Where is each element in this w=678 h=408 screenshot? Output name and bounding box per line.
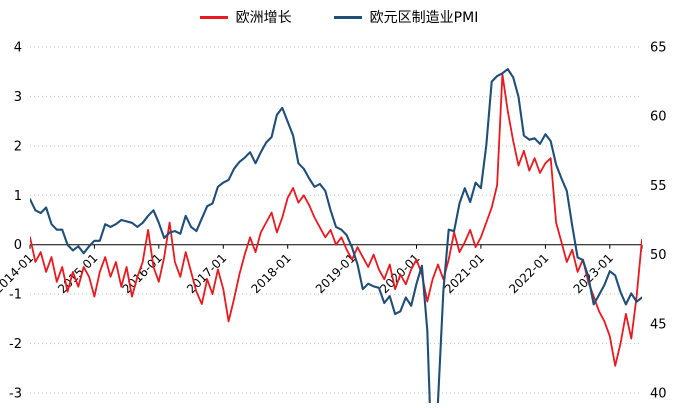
x-axis-tick-label: 2022-01 bbox=[506, 251, 551, 296]
right-axis-tick-label: 65 bbox=[650, 41, 667, 56]
series-line-eurozone-pmi bbox=[30, 68, 642, 403]
left-axis-tick-label: 3 bbox=[14, 90, 22, 105]
left-axis-tick-label: 4 bbox=[14, 41, 22, 56]
right-axis-tick-label: 60 bbox=[650, 110, 667, 125]
legend-line-swatch-red bbox=[199, 15, 228, 19]
left-axis-tick-label: -2 bbox=[9, 337, 22, 352]
right-axis-tick-label: 50 bbox=[650, 248, 667, 263]
series-line-europe-growth bbox=[30, 73, 642, 367]
left-axis-tick-label: 0 bbox=[14, 238, 22, 253]
legend-item-eurozone-pmi: 欧元区制造业PMI bbox=[333, 7, 479, 27]
x-axis-tick-label: 2015-01 bbox=[55, 251, 100, 296]
legend-label-europe-growth: 欧洲增长 bbox=[235, 10, 292, 26]
x-axis-tick-label: 2018-01 bbox=[248, 251, 293, 296]
x-axis-tick-label: 2016-01 bbox=[120, 251, 165, 296]
legend-label-eurozone-pmi: 欧元区制造业PMI bbox=[369, 10, 479, 26]
left-axis-tick-label: -1 bbox=[9, 288, 22, 303]
right-axis-tick-label: 40 bbox=[650, 387, 667, 402]
right-axis-tick-label: 55 bbox=[650, 179, 667, 194]
chart-legend: 欧洲增长 欧元区制造业PMI bbox=[0, 0, 678, 34]
right-axis-tick-label: 45 bbox=[650, 317, 667, 332]
legend-line-swatch-blue bbox=[333, 15, 362, 19]
left-axis-tick-label: 2 bbox=[14, 139, 22, 154]
left-axis-tick-label: -3 bbox=[9, 387, 22, 402]
left-axis-tick-label: 1 bbox=[14, 189, 22, 204]
legend-item-europe-growth: 欧洲增长 bbox=[199, 7, 292, 27]
